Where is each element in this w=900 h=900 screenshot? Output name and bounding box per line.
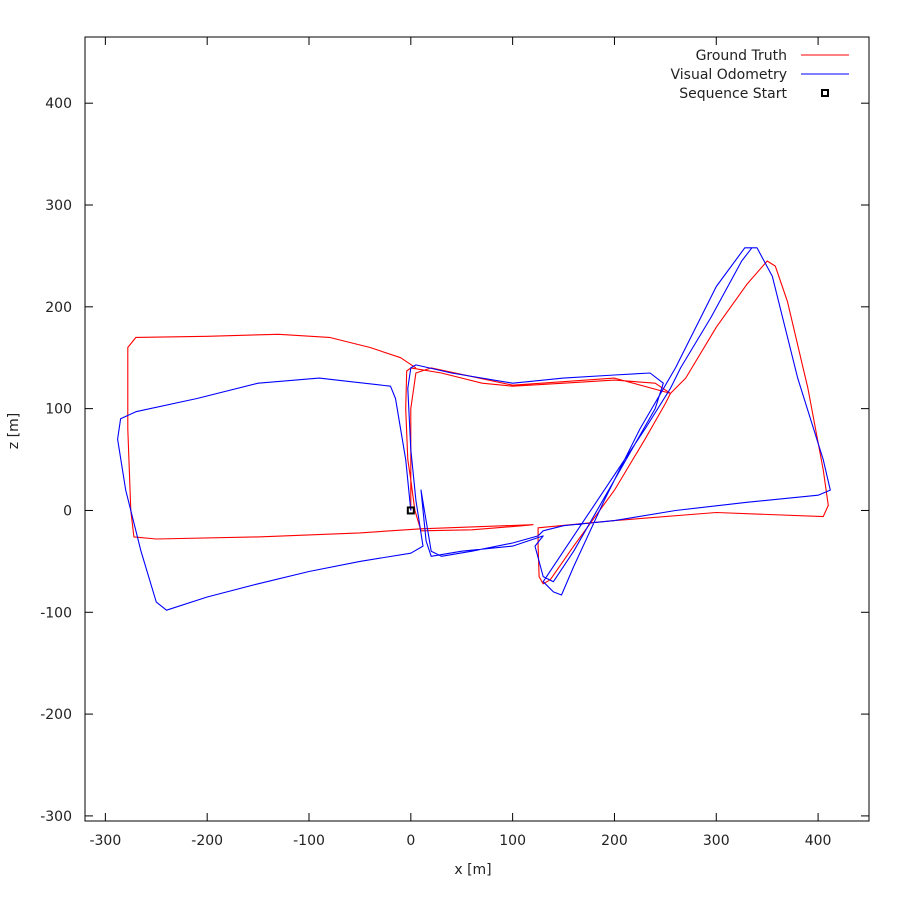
legend: Ground Truth Visual Odometry Sequence Star… (671, 48, 849, 102)
legend-label: Sequence Start (679, 86, 787, 102)
x-tick-label: -300 (89, 833, 121, 849)
legend-marker (821, 89, 829, 97)
y-tick-label: -200 (40, 707, 72, 723)
legend-label: Visual Odometry (671, 67, 788, 83)
y-tick-label: 100 (45, 402, 72, 418)
x-tick-label: 100 (499, 833, 526, 849)
legend-label: Ground Truth (696, 48, 787, 64)
y-axis-ticks: -300 -200 -100 0 100 200 300 400 (40, 96, 869, 825)
y-axis-label: z [m] (6, 413, 22, 449)
x-tick-label: 400 (805, 833, 832, 849)
y-tick-label: 300 (45, 198, 72, 214)
y-tick-label: -100 (40, 605, 72, 621)
x-tick-label: -100 (293, 833, 325, 849)
x-tick-label: 300 (703, 833, 730, 849)
series-line-0 (127, 260, 829, 585)
marker-layer (406, 506, 415, 515)
x-tick-label: -200 (191, 833, 223, 849)
plot-frame (84, 36, 870, 822)
y-tick-label: 0 (63, 503, 72, 519)
y-tick-label: 200 (45, 300, 72, 316)
x-tick-label: 0 (406, 833, 415, 849)
y-tick-label: -300 (40, 809, 72, 825)
series-layer (117, 247, 831, 611)
sequence-start-marker (406, 506, 415, 515)
x-tick-label: 200 (601, 833, 628, 849)
x-axis-ticks: -300 -200 -100 0 100 200 300 400 (89, 37, 831, 849)
y-tick-label: 400 (45, 96, 72, 112)
series-line-1 (117, 247, 831, 611)
x-axis-label: x [m] (454, 862, 491, 878)
